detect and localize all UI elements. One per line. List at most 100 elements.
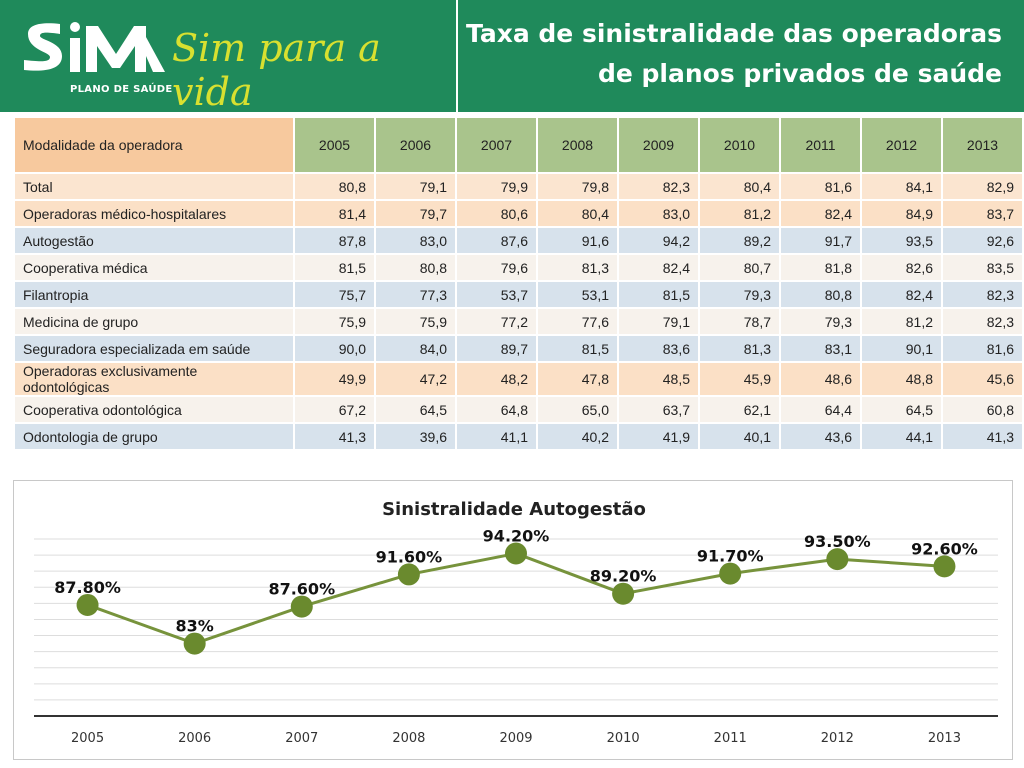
table-cell: 90,0 [293,334,376,363]
data-label: 94.20% [483,526,550,545]
table-cell: 48,8 [860,361,943,397]
table-cell: 80,4 [536,199,619,228]
table-cell: 82,9 [941,172,1024,201]
table-header-row: Modalidade da operadora 2005 2006 2007 2008… [13,116,1024,174]
data-label: 92.60% [911,539,978,558]
table-cell: 81,8 [779,253,862,282]
logo-subtitle: PLANO DE SAÚDE [70,84,173,95]
table-cell: 82,3 [941,280,1024,309]
table-cell: 89,7 [455,334,538,363]
table-cell: 40,2 [536,422,619,451]
table-cell: 64,5 [860,395,943,424]
table-cell: 79,3 [698,280,781,309]
column-header-year: 2012 [860,116,943,174]
table-cell: 39,6 [374,422,457,451]
table-cell: 48,6 [779,361,862,397]
table-cell: 82,3 [941,307,1024,336]
table-cell: 82,4 [779,199,862,228]
table-cell: 77,6 [536,307,619,336]
table-cell: 91,7 [779,226,862,255]
table-cell: 67,2 [293,395,376,424]
table-cell: 79,6 [455,253,538,282]
data-label: 89.20% [590,567,657,586]
table-cell: 81,2 [860,307,943,336]
table-cell: 84,0 [374,334,457,363]
table-cell: 80,8 [779,280,862,309]
table-cell: 81,5 [293,253,376,282]
x-tick-label: 2007 [285,731,318,746]
data-label: 83% [176,617,214,636]
x-tick-label: 2010 [607,731,640,746]
table-cell: 94,2 [617,226,700,255]
data-label: 87.80% [54,578,121,597]
table-cell: 79,8 [536,172,619,201]
column-header-year: 2011 [779,116,862,174]
column-header-year: 2010 [698,116,781,174]
row-label: Filantropia [13,280,295,309]
table-row: Cooperativa odontológica 67,2 64,5 64,8 65,0… [13,395,1024,424]
table-cell: 77,3 [374,280,457,309]
table-cell: 83,6 [617,334,700,363]
page-title: Taxa de sinistralidade das operadoras de… [462,14,1002,94]
table-cell: 81,3 [698,334,781,363]
table-row: Seguradora especializada em saúde 90,0 84,… [13,334,1024,363]
table-cell: 63,7 [617,395,700,424]
column-header-year: 2009 [617,116,700,174]
data-point [290,595,313,618]
table-cell: 87,8 [293,226,376,255]
table-cell: 89,2 [698,226,781,255]
table-cell: 79,9 [455,172,538,201]
row-label: Seguradora especializada em saúde [13,334,295,363]
table-cell: 80,4 [698,172,781,201]
table-cell: 41,1 [455,422,538,451]
table-cell: 91,6 [536,226,619,255]
data-point [719,562,742,585]
table-cell: 80,7 [698,253,781,282]
table-cell: 45,6 [941,361,1024,397]
table-cell: 79,3 [779,307,862,336]
table-cell: 79,7 [374,199,457,228]
table-cell: 82,3 [617,172,700,201]
data-label: 87.60% [268,580,335,599]
table-cell: 43,6 [779,422,862,451]
table-cell: 75,7 [293,280,376,309]
table-cell: 64,5 [374,395,457,424]
table-cell: 45,9 [698,361,781,397]
table-cell: 65,0 [536,395,619,424]
row-label: Autogestão [13,226,295,255]
line-chart: Sinistralidade Autogestão 2005 2006 2007 20… [34,499,998,746]
table-cell: 77,2 [455,307,538,336]
table-cell: 40,1 [698,422,781,451]
table-cell: 82,4 [617,253,700,282]
data-point [397,563,420,586]
data-point [183,632,206,655]
column-header-year: 2005 [293,116,376,174]
data-point [505,542,527,565]
x-tick-label: 2005 [71,731,104,746]
data-label: 93.50% [804,532,871,551]
table-row: Cooperativa médica 81,5 80,8 79,6 81,3 82,4 80… [13,253,1024,282]
table-cell: 60,8 [941,395,1024,424]
table-cell: 81,5 [536,334,619,363]
row-label: Medicina de grupo [13,307,295,336]
table-row: Total 80,8 79,1 79,9 79,8 82,3 80,4 81,6 84,1 82,… [13,172,1024,201]
header-divider [456,0,458,112]
table-cell: 84,1 [860,172,943,201]
table-cell: 75,9 [374,307,457,336]
table-cell: 62,1 [698,395,781,424]
table-cell: 80,8 [293,172,376,201]
row-label: Odontologia de grupo [13,422,295,451]
claims-ratio-table: Modalidade da operadora 2005 2006 2007 2008… [13,116,1024,451]
header-banner: PLANO DE SAÚDE Sim para a vida Taxa de s… [0,0,1024,114]
table-row: Operadoras exclusivamente odontológicas 4… [13,361,1024,397]
row-label: Cooperativa odontológica [13,395,295,424]
x-tick-label: 2011 [714,731,747,746]
table-cell: 83,5 [941,253,1024,282]
table-cell: 82,6 [860,253,943,282]
data-point [612,582,635,605]
x-tick-label: 2012 [821,731,854,746]
table-cell: 81,2 [698,199,781,228]
row-label: Total [13,172,295,201]
column-header-year: 2006 [374,116,457,174]
column-header-year: 2013 [941,116,1024,174]
